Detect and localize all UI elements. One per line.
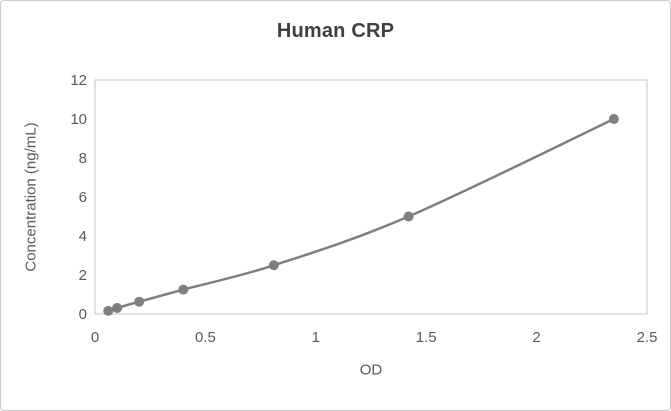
data-point — [268, 260, 279, 271]
x-tick-label: 0.5 — [195, 329, 216, 346]
y-tick-label: 2 — [79, 267, 87, 284]
x-axis-title: OD — [359, 361, 383, 379]
chart-title: Human CRP — [276, 20, 395, 42]
data-point — [608, 114, 619, 124]
y-tick-label: 6 — [79, 189, 87, 206]
data-point — [134, 296, 145, 307]
x-tick-label: 2.5 — [637, 329, 658, 346]
y-tick-label: 10 — [70, 111, 87, 128]
data-point — [403, 211, 414, 222]
data-point — [112, 302, 123, 313]
series-line — [106, 117, 616, 313]
x-tick-label: 0 — [91, 329, 99, 346]
y-axis-title: Concentration (ng/mL) — [22, 122, 40, 272]
y-tick-label: 12 — [70, 72, 87, 89]
x-tick-label: 2 — [532, 329, 540, 346]
y-tick-label: 0 — [79, 306, 87, 323]
data-point — [178, 284, 189, 295]
x-tick-label: 1 — [312, 329, 320, 346]
plot-border — [94, 79, 648, 315]
data-point — [103, 305, 114, 316]
y-tick-label: 8 — [79, 150, 87, 167]
x-tick-label: 1.5 — [416, 329, 437, 346]
y-tick-label: 4 — [79, 228, 87, 245]
